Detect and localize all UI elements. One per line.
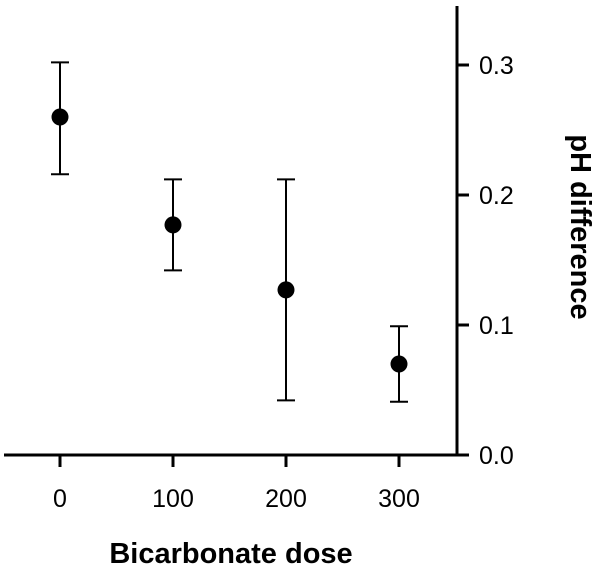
x-tick-label: 200: [265, 485, 307, 513]
x-tick-label: 0: [53, 485, 67, 513]
data-point: [277, 281, 295, 299]
x-tick-label: 300: [378, 485, 420, 513]
y-axis-title: pH difference: [564, 134, 595, 319]
x-tick-label: 100: [152, 485, 194, 513]
x-ticks: 0 100 200 300: [53, 455, 420, 513]
data-point: [390, 355, 408, 373]
y-tick-label: 0.2: [479, 182, 514, 210]
y-ticks: 0.0 0.1 0.2 0.3: [457, 52, 514, 470]
data-points: [51, 108, 408, 373]
data-point: [51, 108, 69, 126]
x-axis-title: Bicarbonate dose: [109, 538, 352, 570]
y-tick-label: 0.0: [479, 442, 514, 470]
error-bars: [51, 61, 408, 403]
y-tick-label: 0.1: [479, 312, 514, 340]
data-point: [164, 216, 182, 234]
y-tick-label: 0.3: [479, 52, 514, 80]
axes: [4, 6, 459, 457]
